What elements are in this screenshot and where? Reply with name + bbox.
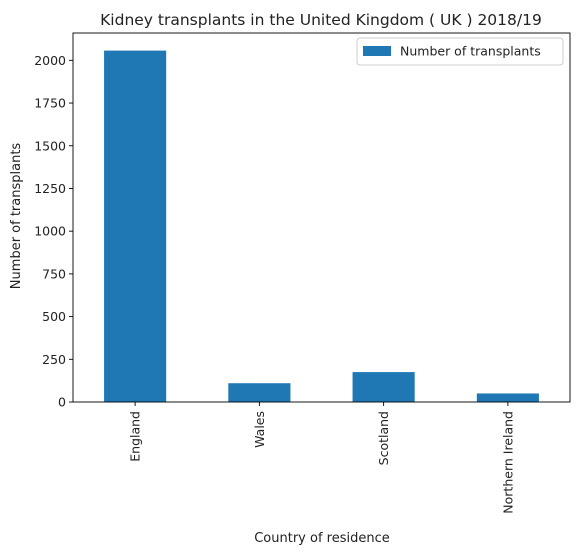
- y-tick-label: 2000: [34, 53, 66, 68]
- y-tick-label: 250: [42, 352, 66, 367]
- y-axis: 0 250 500 750 1000 1250 1500 1750 2000: [34, 53, 73, 410]
- bar-england: [104, 50, 167, 402]
- x-tick-label: Northern Ireland: [500, 411, 515, 514]
- legend-swatch: [363, 46, 391, 56]
- y-tick-label: 1250: [34, 181, 66, 196]
- y-tick-label: 750: [42, 266, 66, 281]
- bar-wales: [228, 383, 291, 402]
- bar-northern-ireland: [476, 393, 539, 402]
- x-tick-label: Scotland: [376, 411, 391, 465]
- legend-box: [356, 37, 564, 66]
- y-axis-label: Number of transplants: [9, 143, 24, 290]
- x-axis-label: Country of residence: [254, 531, 390, 546]
- plot-frame: [72, 32, 571, 403]
- y-tick-label: 1750: [34, 96, 66, 111]
- y-tick-label: 1000: [34, 224, 66, 239]
- x-axis: England Wales Scotland Northern Ireland: [128, 402, 515, 514]
- x-tick-label: Wales: [252, 411, 267, 448]
- bar-scotland: [352, 372, 415, 402]
- y-tick-label: 0: [58, 395, 66, 410]
- legend: Number of transplants: [356, 37, 564, 66]
- x-tick-label: England: [128, 411, 143, 462]
- y-tick-label: 1500: [34, 138, 66, 153]
- legend-label: Number of transplants: [400, 44, 541, 59]
- plot-area: [72, 32, 571, 403]
- chart-title: Kidney transplants in the United Kingdom…: [100, 11, 542, 29]
- y-tick-label: 500: [42, 309, 66, 324]
